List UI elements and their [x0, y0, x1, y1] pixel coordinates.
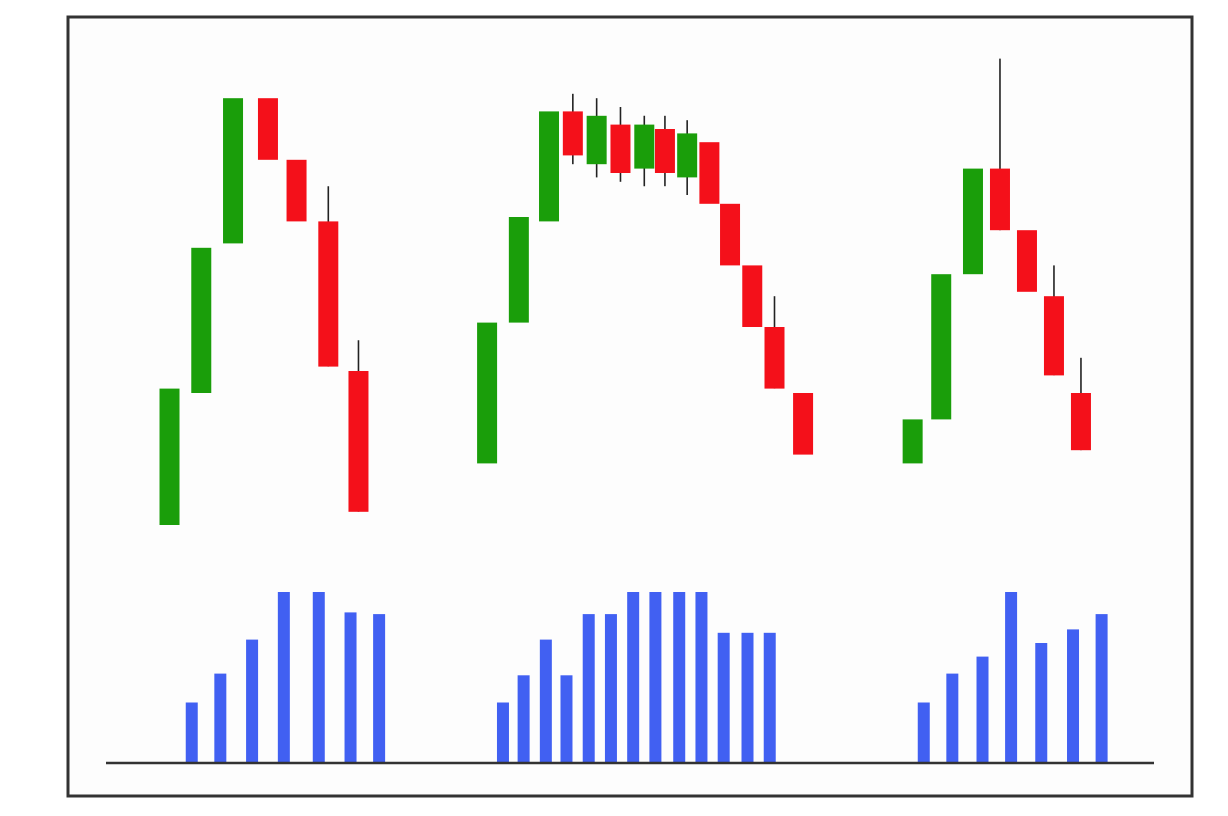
volume-bar-2-1	[496, 702, 509, 762]
candle-body-up	[634, 124, 655, 169]
candle-3-7	[1070, 357, 1091, 451]
candle-3-1	[902, 419, 923, 464]
candle-body-down	[764, 327, 785, 389]
candle-body-down	[1016, 230, 1037, 292]
volume-bar-3-4	[1005, 592, 1018, 762]
candle-body-up	[159, 388, 180, 525]
candle-2-14	[793, 393, 814, 455]
candle-body-up	[191, 247, 212, 393]
candle-1-5	[286, 159, 307, 222]
candle-body-up	[962, 168, 983, 275]
candle-body-up	[223, 98, 244, 244]
candle-2-11	[720, 203, 741, 266]
candle-body-up	[539, 111, 560, 222]
candle-2-10	[699, 142, 720, 204]
volume-bar-3-5	[1035, 643, 1048, 762]
candle-body-up	[586, 115, 607, 165]
candle-body-down	[720, 203, 741, 266]
volume-bar-2-3	[539, 639, 552, 762]
candle-3-5	[1016, 230, 1037, 292]
volume-bar-3-2	[946, 673, 959, 762]
candle-2-1	[477, 322, 498, 464]
volume-bar-2-7	[627, 592, 640, 762]
candle-1-3	[223, 98, 244, 244]
volume-bar-2-11	[717, 632, 730, 762]
volume-bar-2-6	[604, 614, 617, 762]
candle-3-4	[989, 58, 1010, 231]
candle-body-up	[477, 322, 498, 464]
volume-bar-2-10	[695, 592, 708, 762]
candle-1-2	[191, 247, 212, 393]
candle-2-6	[610, 107, 631, 182]
volume-bar-3-1	[917, 702, 930, 762]
volume-bar-1-2	[214, 673, 227, 762]
candle-2-5	[586, 98, 607, 178]
candle-body-up	[677, 133, 698, 178]
volume-bar-3-3	[976, 656, 989, 762]
candle-body-up	[902, 419, 923, 464]
candle-body-down	[654, 129, 675, 173]
volume-bar-1-1	[185, 702, 198, 762]
volume-bar-2-8	[649, 592, 662, 762]
candle-1-6	[318, 186, 339, 367]
candle-2-7	[634, 115, 655, 187]
candle-3-6	[1043, 265, 1064, 376]
candle-body-down	[793, 393, 814, 455]
candle-body-down	[742, 265, 763, 327]
candle-3-2	[931, 274, 952, 420]
candle-1-1	[159, 388, 180, 525]
candle-body-down	[989, 168, 1010, 231]
candle-2-13	[764, 296, 785, 389]
candle-body-down	[699, 142, 720, 204]
price-panel	[159, 58, 1091, 525]
candle-body-down	[318, 221, 339, 367]
candle-2-2	[508, 217, 529, 323]
candle-body-down	[348, 371, 369, 512]
candle-body-down	[286, 159, 307, 222]
candle-2-4	[562, 93, 583, 165]
candle-body-up	[931, 274, 952, 420]
candle-1-4	[257, 98, 278, 160]
volume-bar-2-5	[582, 614, 595, 762]
candle-body-down	[257, 98, 278, 160]
volume-bar-1-7	[373, 614, 386, 762]
volume-bar-2-13	[763, 632, 776, 762]
volume-bar-3-6	[1067, 629, 1080, 762]
candle-body-down	[1043, 296, 1064, 376]
volume-bar-3-7	[1095, 614, 1108, 762]
candle-3-3	[962, 168, 983, 275]
volume-bar-2-4	[560, 675, 573, 762]
candle-body-up	[508, 217, 529, 323]
candle-1-7	[348, 340, 369, 512]
candle-2-8	[654, 115, 675, 187]
volume-bar-1-6	[344, 612, 357, 762]
volume-bar-2-2	[517, 675, 530, 762]
volume-bar-1-5	[312, 592, 325, 762]
volume-bar-1-4	[277, 592, 290, 762]
candle-2-12	[742, 265, 763, 327]
volume-panel	[185, 592, 1108, 762]
candle-body-down	[610, 124, 631, 173]
candle-body-down	[1070, 393, 1091, 451]
volume-bar-2-9	[673, 592, 686, 762]
volume-bar-2-12	[741, 632, 754, 762]
candle-body-down	[562, 111, 583, 156]
candle-2-3	[539, 111, 560, 222]
volume-bar-1-3	[246, 639, 259, 762]
candle-2-9	[677, 120, 698, 195]
